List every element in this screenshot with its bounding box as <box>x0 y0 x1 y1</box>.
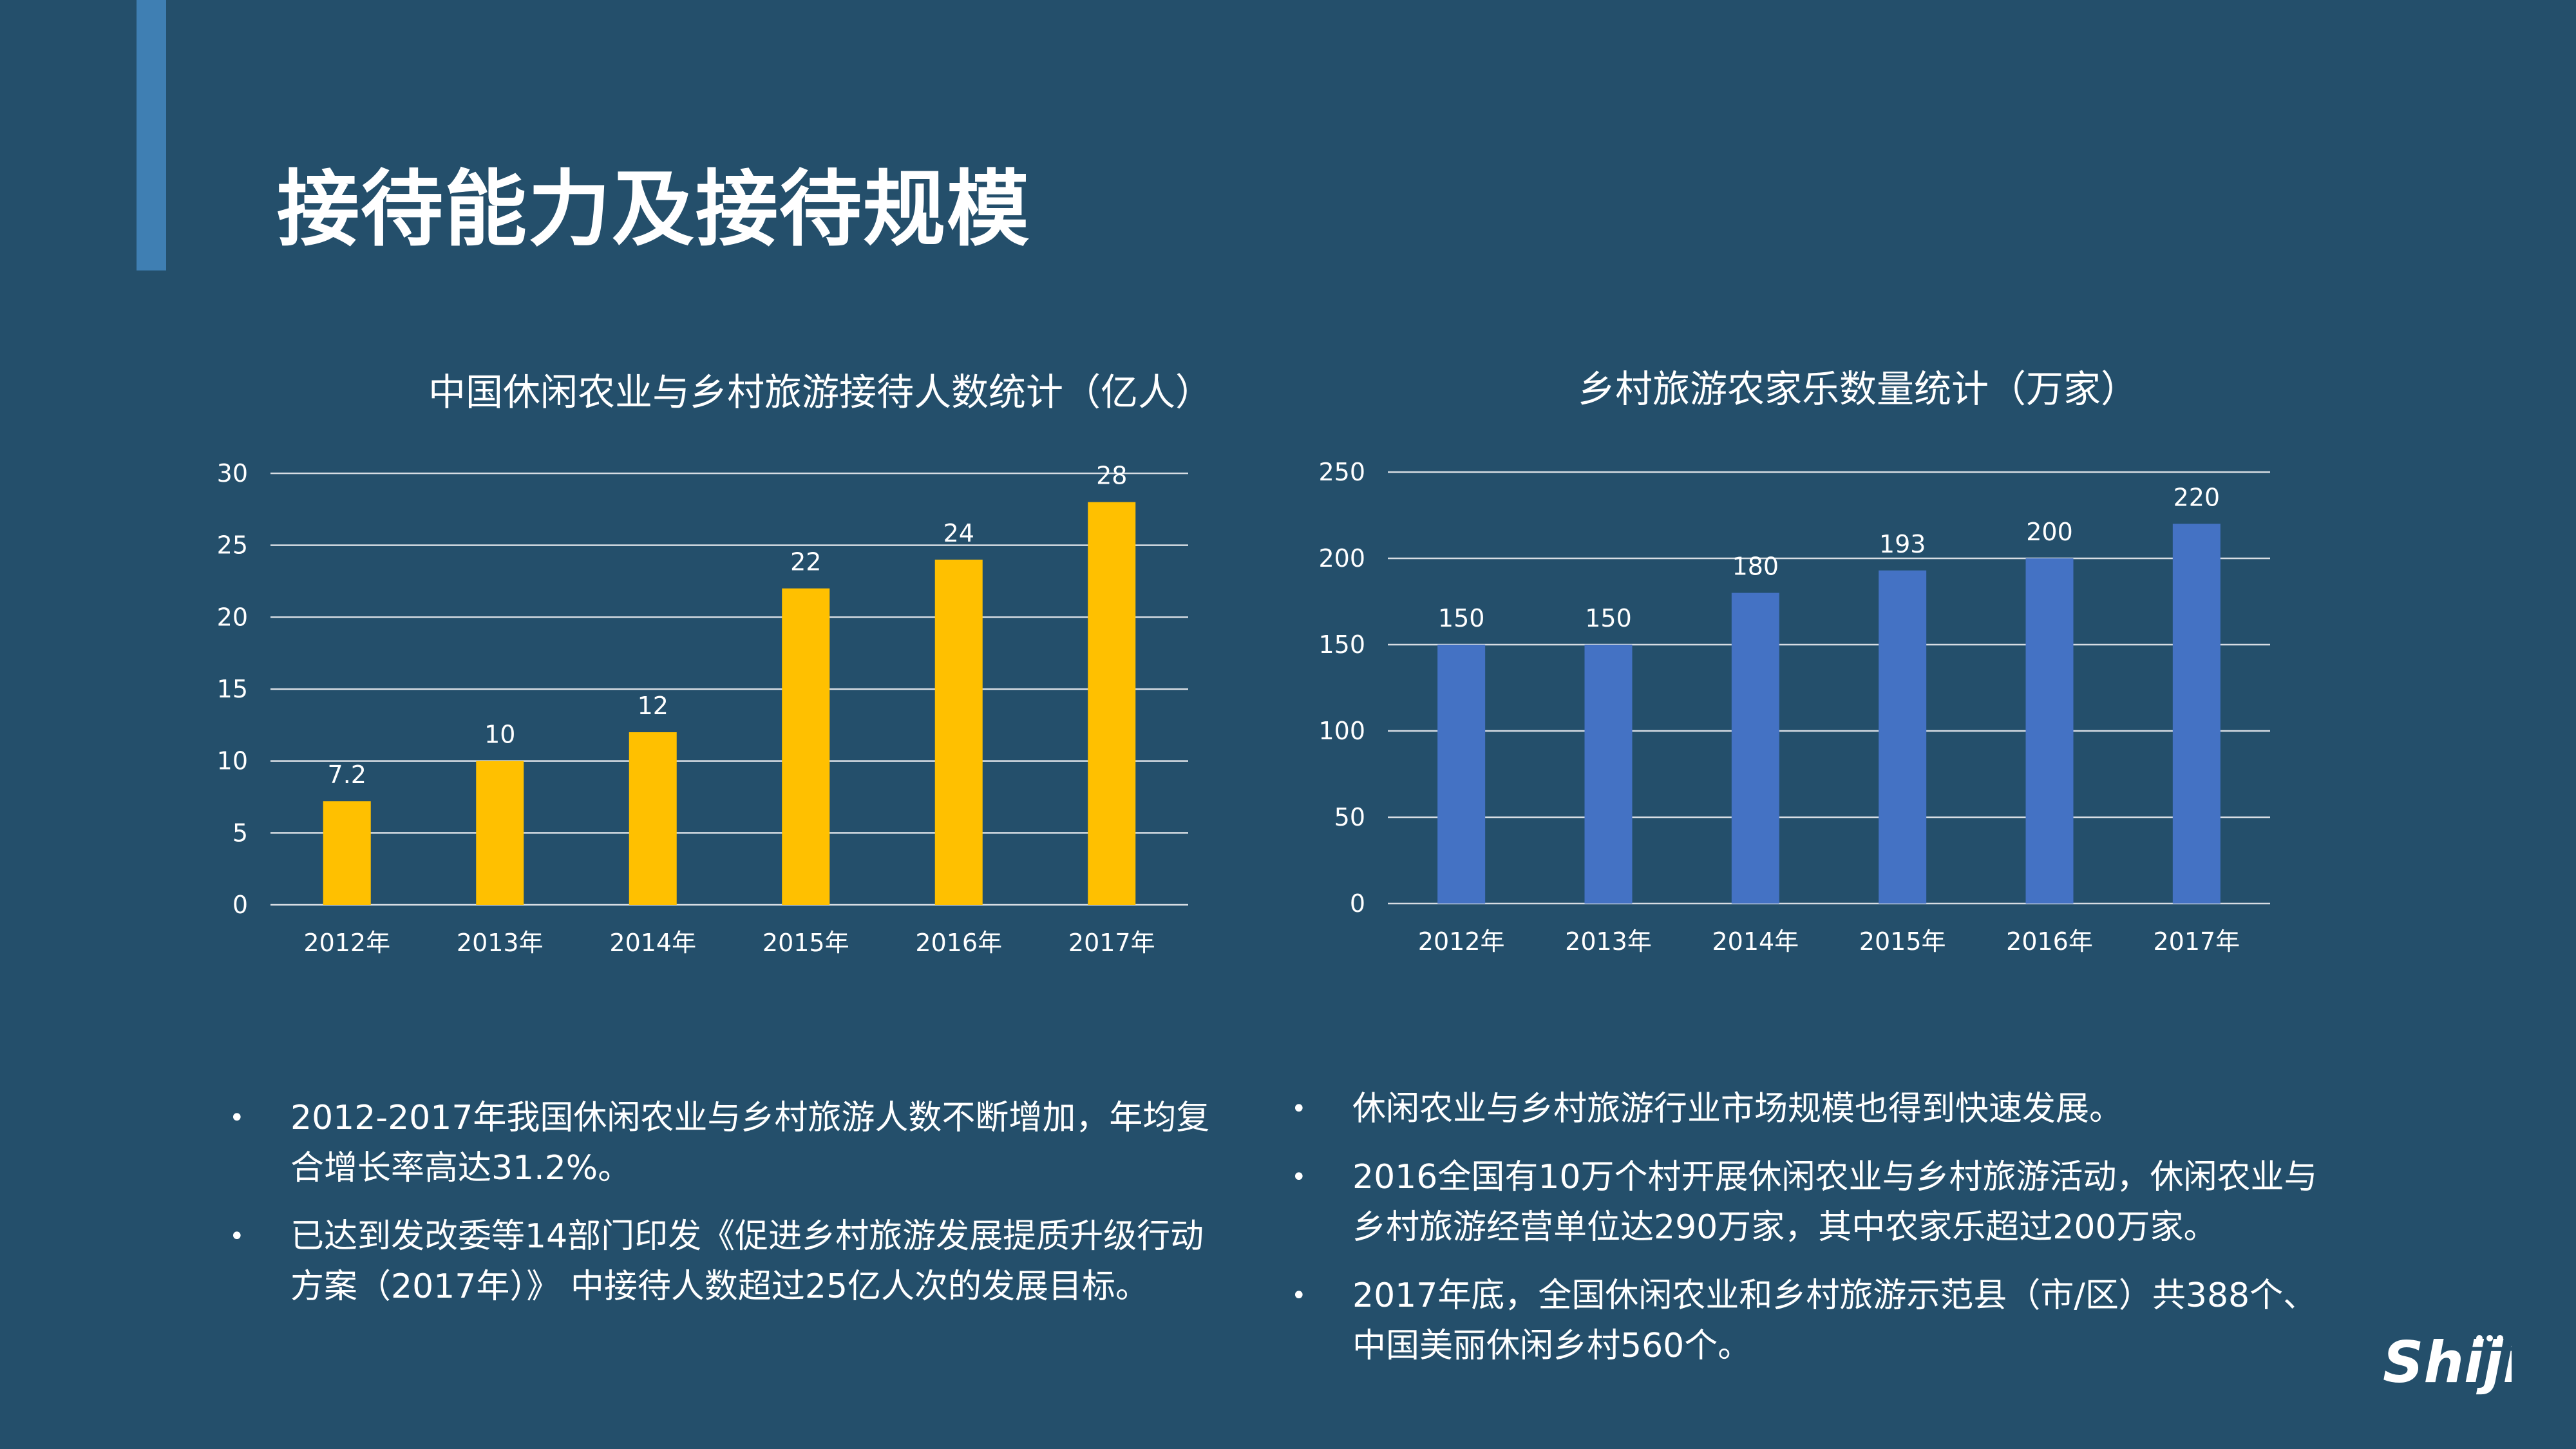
bullet-icon: • <box>1291 1162 1307 1192</box>
bullet-text: 2012-2017年我国休闲农业与乡村旅游人数不断增加，年均复合增长率高达31.… <box>290 1099 1210 1188</box>
bar <box>1088 502 1136 905</box>
bar <box>2172 524 2221 904</box>
bar <box>1731 592 1779 904</box>
data-label: 10 <box>484 721 515 749</box>
bar <box>629 732 677 905</box>
bullet-text: 2017年底，全国休闲农业和乡村旅游示范县（市/区）共388个、中国美丽休闲乡村… <box>1352 1276 2317 1365</box>
y-tick-label: 10 <box>217 747 248 775</box>
chart2-title: 乡村旅游农家乐数量统计（万家） <box>1578 367 2139 411</box>
x-tick-label: 2012年 <box>303 929 390 957</box>
bullet-item: • 2012-2017年我国休闲农业与乡村旅游人数不断增加，年均复合增长率高达3… <box>229 1093 1234 1193</box>
data-label: 12 <box>638 692 668 720</box>
x-tick-label: 2013年 <box>1565 927 1652 956</box>
x-tick-label: 2012年 <box>1418 927 1505 956</box>
bar <box>1437 645 1486 904</box>
data-label: 150 <box>1585 604 1632 632</box>
page-title: 接待能力及接待规模 <box>277 162 1031 258</box>
x-tick-label: 2016年 <box>2006 927 2093 956</box>
farmhouse-bar-chart: 0 50 100 150 200 250 150 2012年 150 2013年 180 2014年 1… <box>1318 458 2270 956</box>
y-tick-label: 250 <box>1318 458 1365 486</box>
data-label: 7.2 <box>328 761 366 789</box>
y-tick-label: 30 <box>217 459 248 488</box>
title-accent-bar <box>137 0 166 270</box>
data-label: 193 <box>1879 530 1926 558</box>
shiji-logo-mark: Shiji <box>2383 1329 2523 1396</box>
x-tick-label: 2014年 <box>1712 927 1799 956</box>
bullet-list-right: • 休闲农业与乡村旅游行业市场规模也得到快速发展。 • 2016全国有10万个村… <box>1291 1084 2347 1389</box>
bar <box>934 560 983 905</box>
bullet-item: • 休闲农业与乡村旅游行业市场规模也得到快速发展。 <box>1291 1084 2347 1134</box>
x-tick-label: 2015年 <box>762 929 849 957</box>
bullet-icon: • <box>1291 1281 1307 1311</box>
visitors-bar-chart: 0 5 10 15 20 25 30 7.2 2012年 10 2013年 12 2014年 22 2015… <box>217 459 1188 957</box>
y-tick-label: 200 <box>1318 544 1365 573</box>
data-label: 150 <box>1438 604 1485 632</box>
bullet-item: • 已达到发改委等14部门印发《促进乡村旅游发展提质升级行动方案（2017年）》… <box>229 1211 1234 1312</box>
bullet-icon: • <box>229 1222 245 1251</box>
bullet-text: 2016全国有10万个村开展休闲农业与乡村旅游活动，休闲农业与乡村旅游经营单位达… <box>1352 1158 2318 1247</box>
x-tick-label: 2015年 <box>1859 927 1946 956</box>
y-tick-label: 5 <box>232 819 248 847</box>
bar <box>2025 558 2074 904</box>
data-label: 22 <box>790 548 821 576</box>
x-tick-label: 2013年 <box>457 929 544 957</box>
bullet-text: 休闲农业与乡村旅游行业市场规模也得到快速发展。 <box>1352 1090 2123 1128</box>
y-tick-label: 150 <box>1318 630 1365 659</box>
y-tick-label: 25 <box>217 531 248 560</box>
bullet-item: • 2016全国有10万个村开展休闲农业与乡村旅游活动，休闲农业与乡村旅游经营单… <box>1291 1152 2347 1253</box>
x-tick-label: 2017年 <box>2153 927 2240 956</box>
bullet-text: 已达到发改委等14部门印发《促进乡村旅游发展提质升级行动方案（2017年）》 中… <box>290 1217 1204 1306</box>
chart1-title: 中国休闲农业与乡村旅游接待人数统计（亿人） <box>428 370 1213 414</box>
bar <box>476 761 524 905</box>
bullet-item: • 2017年底，全国休闲农业和乡村旅游示范县（市/区）共388个、中国美丽休闲… <box>1291 1271 2347 1371</box>
bar <box>782 588 830 905</box>
bullet-list-left: • 2012-2017年我国休闲农业与乡村旅游人数不断增加，年均复合增长率高达3… <box>229 1093 1234 1330</box>
y-tick-label: 0 <box>1350 889 1365 918</box>
x-tick-label: 2016年 <box>915 929 1002 957</box>
shiji-logo: Shiji <box>2383 1324 2523 1397</box>
data-label: 220 <box>2174 483 2221 511</box>
bar <box>1879 570 1927 904</box>
data-label: 180 <box>1732 553 1779 581</box>
y-tick-label: 100 <box>1318 717 1365 745</box>
data-label: 200 <box>2026 518 2073 546</box>
bullet-icon: • <box>229 1103 245 1133</box>
y-tick-label: 20 <box>217 603 248 631</box>
y-tick-label: 50 <box>1334 803 1365 831</box>
data-label: 24 <box>943 519 974 547</box>
bar <box>323 801 371 905</box>
bar <box>1584 645 1633 904</box>
data-label: 28 <box>1096 462 1127 490</box>
y-tick-label: 15 <box>217 675 248 703</box>
bullet-icon: • <box>1291 1094 1307 1124</box>
x-tick-label: 2014年 <box>609 929 696 957</box>
x-tick-label: 2017年 <box>1068 929 1155 957</box>
y-tick-label: 0 <box>232 891 248 919</box>
